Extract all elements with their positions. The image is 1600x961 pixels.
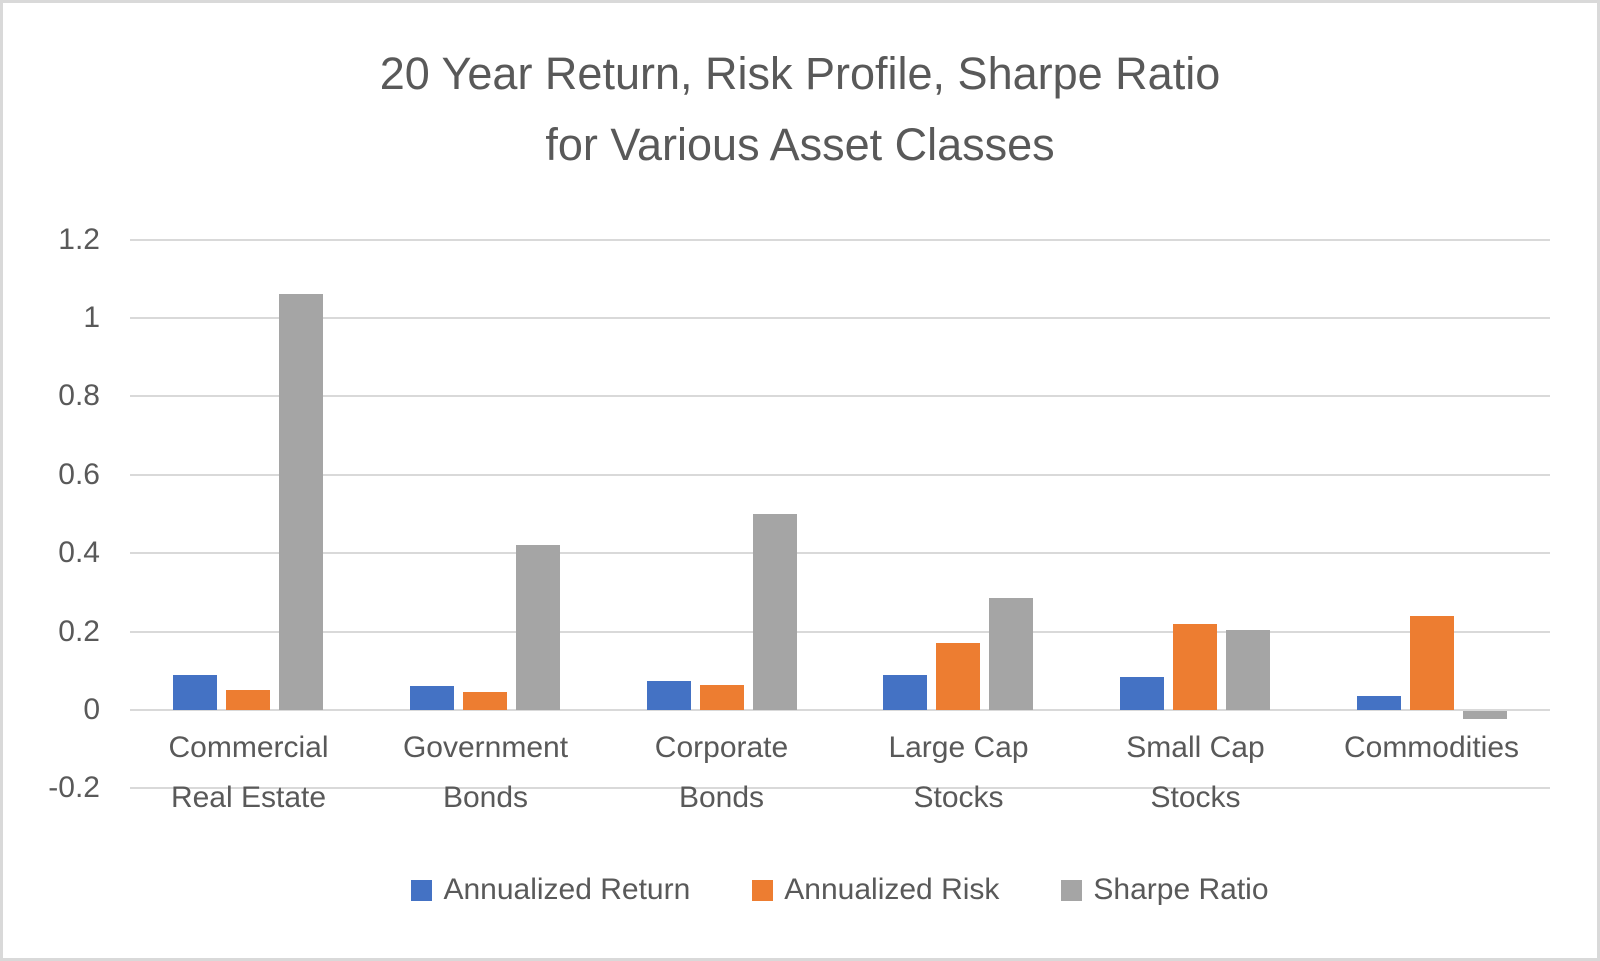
gridline-1-2 (130, 239, 1550, 241)
x-category-label-line: Government (402, 731, 569, 764)
x-category-label-small-cap-stocks: Small Cap Stocks (1077, 723, 1314, 823)
y-tick-label-0-4: 0.4 (58, 536, 100, 569)
bar-sharpe-ratio-corporate-bonds (753, 514, 797, 710)
bar-annualized-return-commodities (1357, 696, 1401, 710)
chart-title-line-2: for Various Asset Classes (545, 119, 1055, 170)
gridline-0 (130, 709, 1550, 711)
bar-annualized-return-commercial-real-estate (173, 675, 217, 710)
x-category-label-line: Commercial (168, 731, 329, 764)
x-category-label-line: Commodities (1343, 731, 1520, 764)
legend-swatch-icon (752, 879, 774, 901)
gridline-0-2 (130, 787, 1550, 789)
x-category-label-line: Bonds (678, 781, 765, 814)
legend-label: Annualized Risk (784, 873, 1000, 906)
bar-annualized-risk-commodities (1410, 616, 1454, 710)
legend: Annualized Return Annualized Risk Sharpe R… (130, 866, 1550, 914)
bar-annualized-return-government-bonds (410, 686, 454, 710)
x-category-label-line: Stocks (1150, 781, 1241, 814)
bar-sharpe-ratio-government-bonds (516, 545, 560, 710)
legend-item-annualized-risk: Annualized Risk (752, 873, 999, 907)
x-category-label-commodities: Commodities (1313, 723, 1550, 773)
gridline-0-4 (130, 552, 1550, 554)
bar-annualized-risk-small-cap-stocks (1173, 624, 1217, 710)
legend-item-sharpe-ratio: Sharpe Ratio (1061, 873, 1269, 907)
bar-sharpe-ratio-commodities (1463, 711, 1507, 719)
x-category-label-commercial-real-estate: Commercial Real Estate (130, 723, 367, 823)
y-tick-label-1: 1 (83, 301, 100, 334)
bar-annualized-risk-large-cap-stocks (936, 643, 980, 710)
y-tick-label-0-8: 0.8 (58, 379, 100, 412)
bar-annualized-return-small-cap-stocks (1120, 677, 1164, 710)
x-category-label-large-cap-stocks: Large Cap Stocks (840, 723, 1077, 823)
bar-annualized-risk-corporate-bonds (700, 685, 744, 710)
x-category-label-line: Corporate (654, 731, 789, 764)
legend-label: Sharpe Ratio (1093, 873, 1269, 906)
legend-swatch-icon (1061, 879, 1083, 901)
x-category-label-government-bonds: Government Bonds (367, 723, 604, 823)
y-tick-label-0-6: 0.6 (58, 458, 100, 491)
x-category-label-line: Large Cap (888, 731, 1029, 764)
x-category-label-line: Stocks (913, 781, 1004, 814)
legend-item-annualized-return: Annualized Return (411, 873, 690, 907)
y-tick-label-0: 0 (83, 693, 100, 726)
bar-annualized-risk-commercial-real-estate (226, 690, 270, 710)
x-category-label-corporate-bonds: Corporate Bonds (603, 723, 840, 823)
bar-annualized-return-large-cap-stocks (883, 675, 927, 710)
y-tick-label-1-2: 1.2 (58, 223, 100, 256)
gridline-1 (130, 317, 1550, 319)
x-category-label-line: Small Cap (1126, 731, 1265, 764)
y-tick-label-0-2: 0.2 (58, 615, 100, 648)
chart-title-line-1: 20 Year Return, Risk Profile, Sharpe Rat… (379, 48, 1221, 99)
gridline-0-8 (130, 395, 1550, 397)
bar-sharpe-ratio-large-cap-stocks (989, 598, 1033, 710)
bar-annualized-return-corporate-bonds (647, 681, 691, 710)
gridline-0-6 (130, 474, 1550, 476)
gridline-0-2 (130, 631, 1550, 633)
bar-annualized-risk-government-bonds (463, 692, 507, 710)
y-tick-label-0-2: -0.2 (48, 771, 100, 804)
bar-sharpe-ratio-commercial-real-estate (279, 294, 323, 710)
x-category-label-line: Real Estate (170, 781, 327, 814)
bar-sharpe-ratio-small-cap-stocks (1226, 630, 1270, 710)
x-category-label-line: Bonds (442, 781, 529, 814)
legend-label: Annualized Return (443, 873, 691, 906)
legend-swatch-icon (411, 879, 433, 901)
chart-title: 20 Year Return, Risk Profile, Sharpe Rat… (3, 38, 1597, 180)
